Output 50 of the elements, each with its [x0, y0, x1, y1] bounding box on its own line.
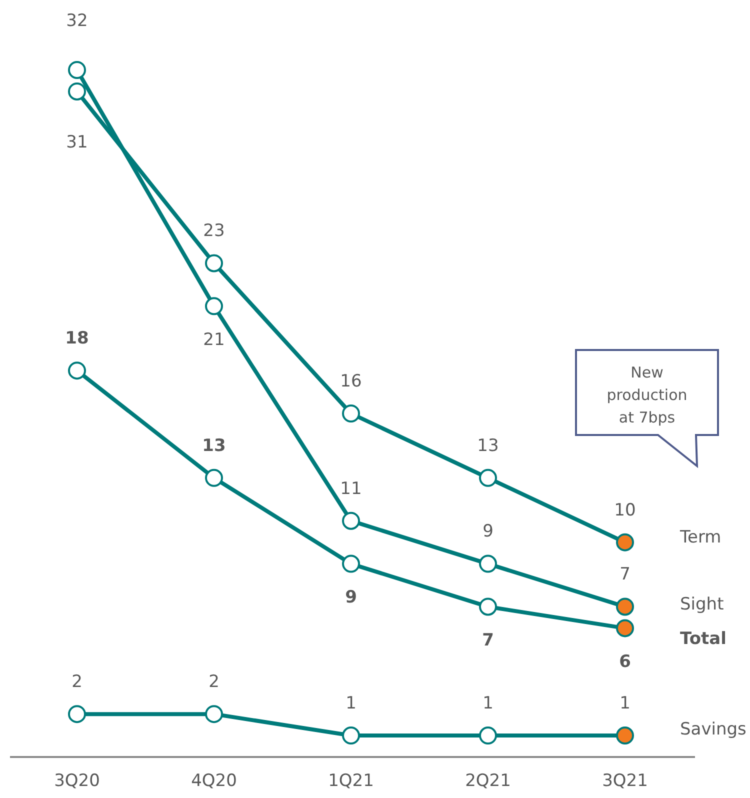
data-label: 2 [72, 672, 82, 692]
data-label: 1 [620, 693, 630, 714]
x-tick-label: 2Q21 [465, 771, 511, 791]
point [616, 598, 634, 616]
point [342, 404, 360, 422]
data-label: 31 [66, 132, 88, 152]
data-label: 9 [345, 588, 357, 608]
data-label: 21 [203, 330, 225, 350]
data-label: 23 [203, 221, 225, 242]
data-label: 1 [482, 693, 494, 714]
point [205, 297, 223, 316]
point [68, 705, 86, 724]
data-label: 2 [208, 672, 220, 692]
data-label: 16 [340, 371, 362, 392]
x-tick-label: 3Q21 [602, 771, 648, 791]
data-label: 1 [346, 693, 356, 714]
point [479, 726, 497, 745]
point [205, 705, 223, 724]
point [616, 533, 634, 552]
point [205, 254, 223, 272]
text: Term [679, 527, 722, 548]
point [68, 362, 86, 380]
data-label: 13 [202, 436, 226, 456]
data-label: 7 [620, 564, 630, 585]
data-label: 6 [619, 652, 631, 672]
point [342, 726, 360, 745]
annotation: New production at 7bps [606, 363, 688, 426]
point [479, 468, 497, 487]
point [616, 726, 634, 745]
point [342, 554, 360, 573]
point [68, 61, 86, 79]
text: Sight [680, 594, 724, 615]
point [616, 619, 634, 638]
data-label: 7 [482, 630, 494, 651]
data-label: 18 [65, 328, 89, 349]
x-tick-label: 4Q20 [191, 771, 237, 791]
data-label: 10 [614, 500, 636, 520]
point [479, 554, 497, 573]
x-tick-label: 3Q20 [54, 771, 100, 791]
point [205, 468, 223, 487]
data-label: 32 [66, 10, 88, 31]
point [479, 598, 497, 616]
point [342, 512, 360, 530]
data-label: 13 [477, 436, 499, 456]
text: Total [680, 629, 726, 650]
x-tick-label: 1Q21 [328, 771, 374, 791]
data-label: 11 [340, 478, 362, 499]
data-label: 9 [482, 522, 494, 542]
text: Savings [680, 719, 747, 740]
point [68, 82, 86, 100]
